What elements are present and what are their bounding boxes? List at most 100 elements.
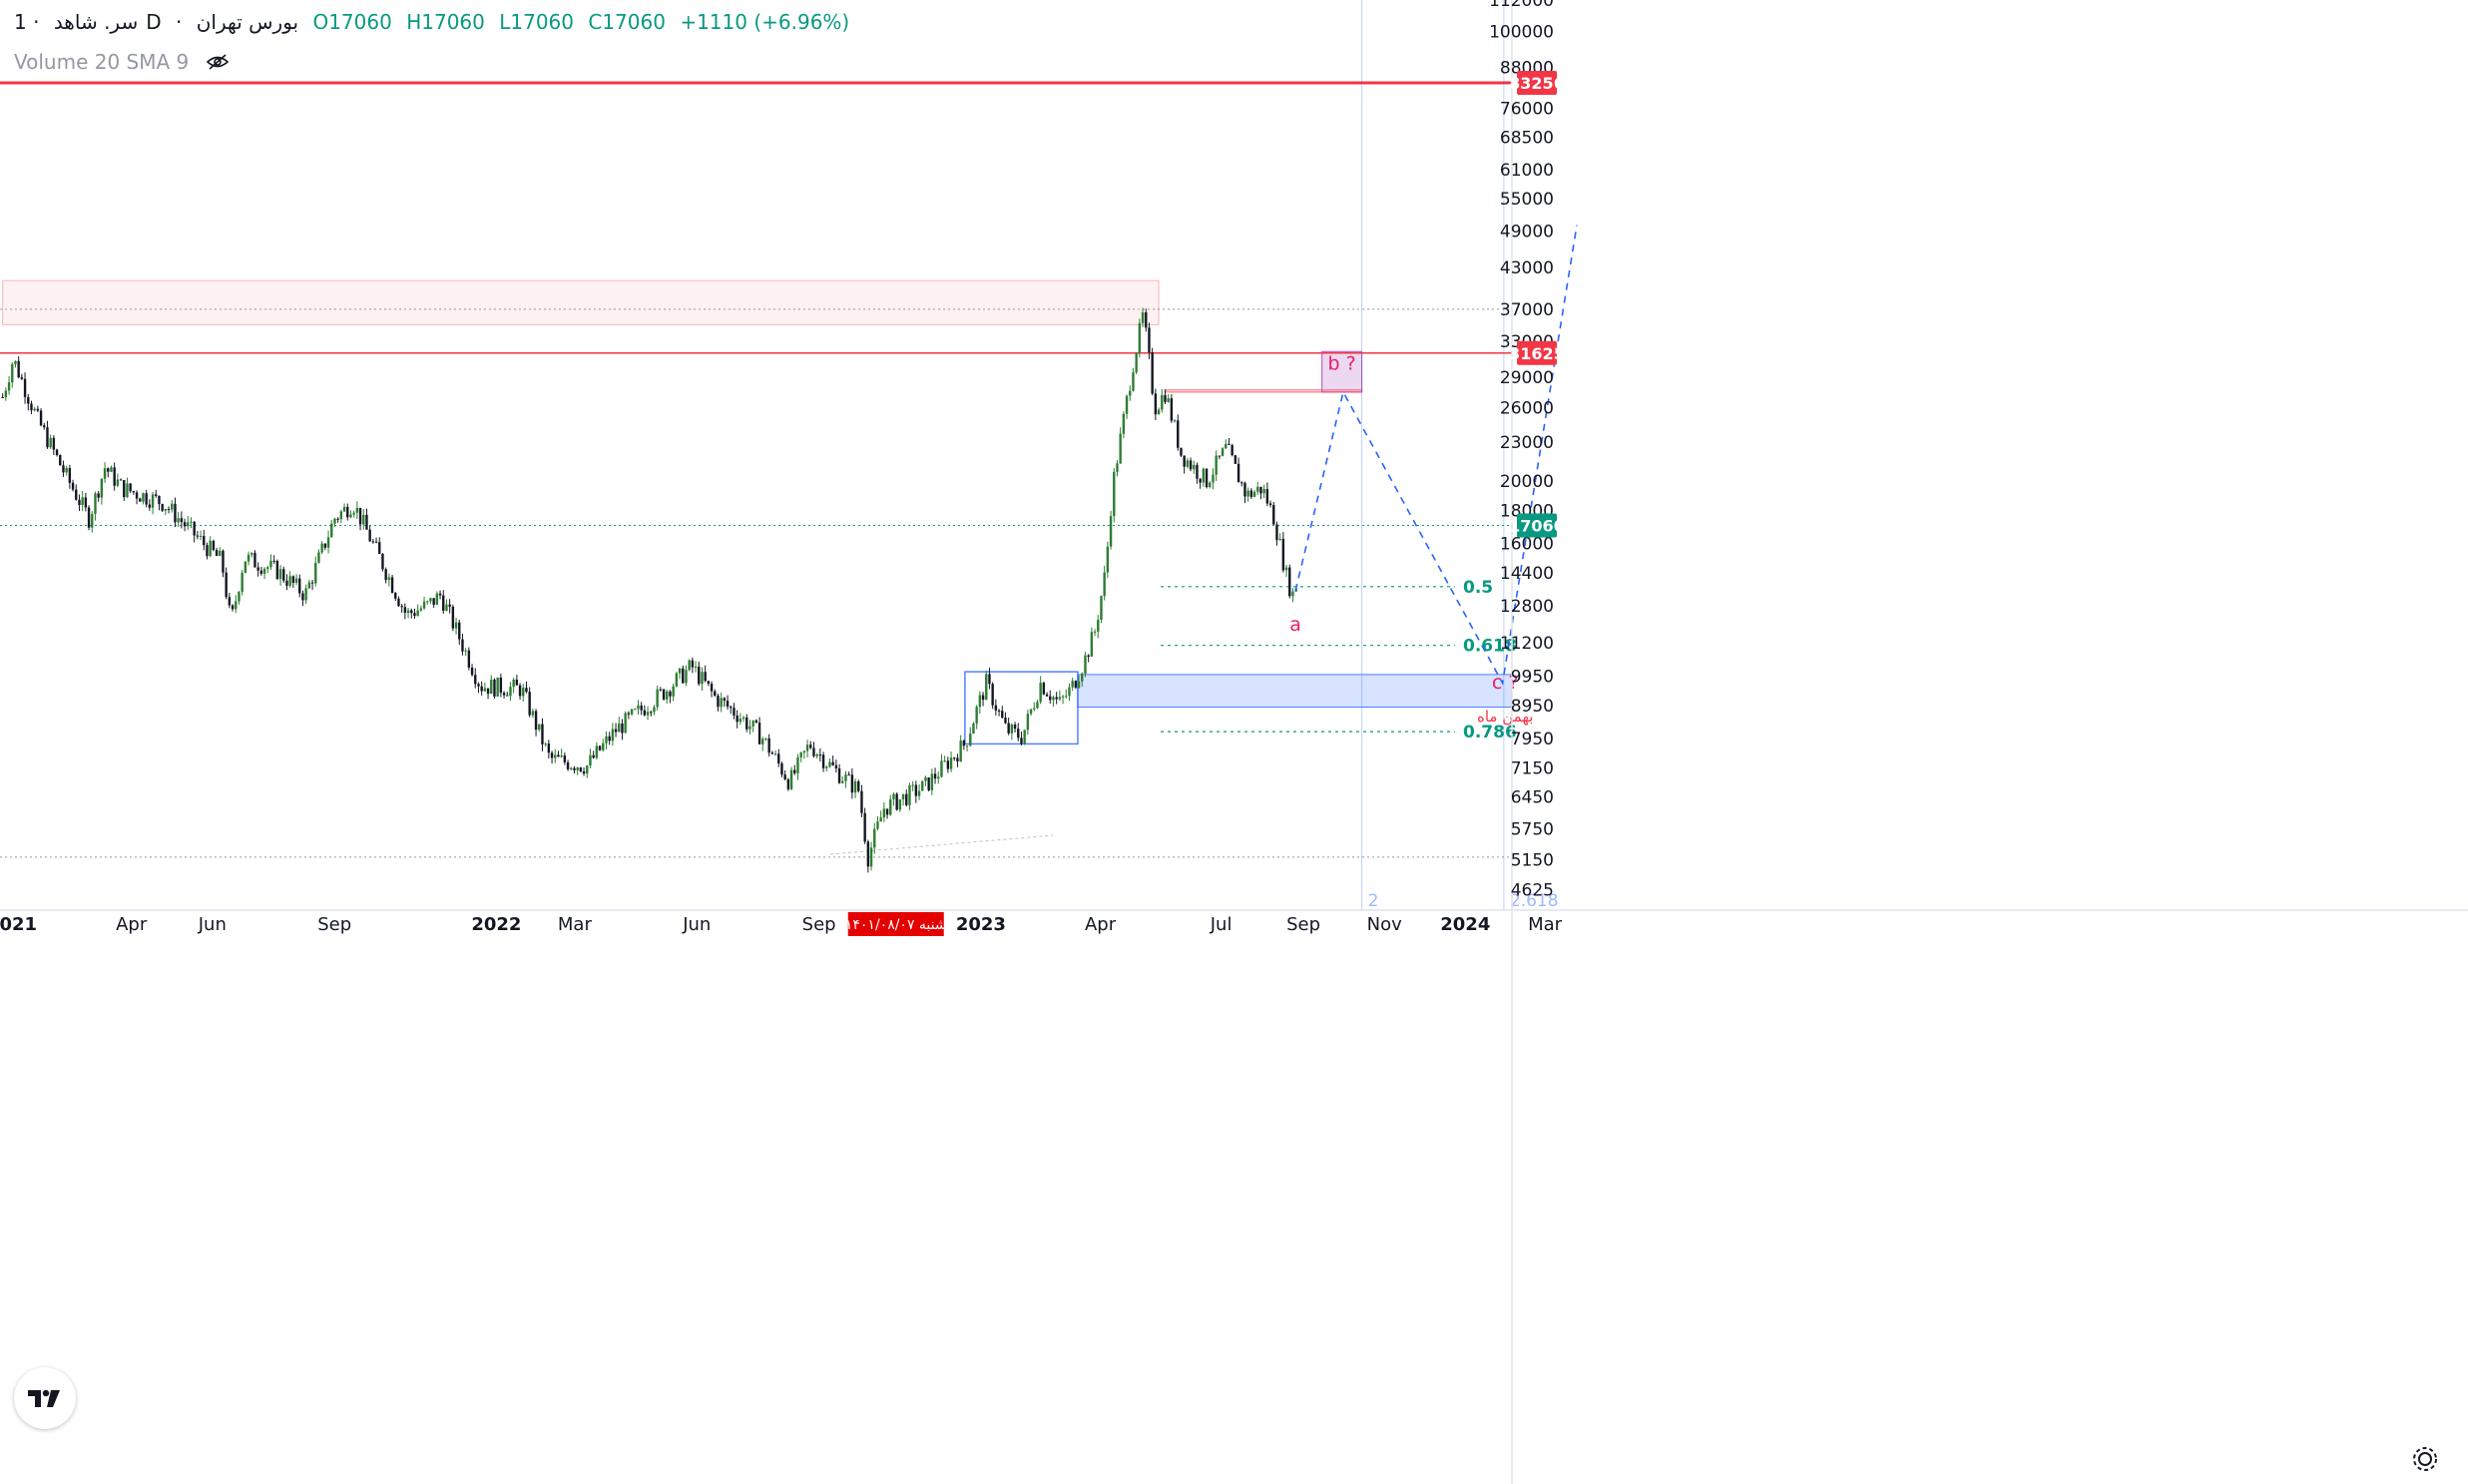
exchange: بورس تهران — [196, 10, 299, 34]
candle-body — [371, 541, 375, 543]
candle-body — [317, 552, 320, 563]
candle-body — [177, 518, 180, 523]
candle-body — [812, 747, 815, 756]
candle-body — [346, 506, 349, 518]
candle-body — [783, 774, 786, 779]
candle-body — [342, 506, 346, 512]
candle-body — [997, 710, 1001, 712]
trend-line[interactable] — [829, 834, 1054, 855]
candle-body — [962, 741, 966, 746]
candle-body — [831, 761, 834, 765]
candle-body — [384, 569, 387, 581]
candle-body — [825, 766, 828, 768]
candle-body — [745, 717, 748, 730]
candle-body — [285, 580, 288, 586]
candle-body — [1154, 393, 1158, 415]
candle-body — [1202, 468, 1206, 483]
candle-body — [576, 767, 579, 770]
candle-body — [579, 767, 583, 771]
symbol-name[interactable]: سر. شاهد — [53, 10, 139, 34]
candle-body — [560, 755, 563, 757]
candle-body — [946, 760, 950, 769]
candle-body — [438, 593, 442, 596]
candle-body — [445, 604, 448, 611]
candle-body — [844, 774, 847, 781]
candle-body — [1055, 697, 1058, 700]
price-tick-label: 11200 — [1500, 634, 1554, 654]
candle-body — [988, 674, 991, 685]
zone-level[interactable] — [1165, 389, 1363, 393]
candle-body — [1268, 503, 1272, 506]
candle-body — [365, 514, 368, 530]
candle-body — [426, 601, 429, 603]
candle-body — [669, 691, 672, 697]
settings-gear-icon[interactable] — [2408, 1442, 2442, 1476]
candle-body — [87, 507, 91, 528]
candle-body — [46, 427, 49, 448]
candle-body — [97, 493, 100, 498]
candle-body — [1097, 620, 1100, 632]
fib-level-label: 0.5 — [1463, 578, 1493, 598]
date-label-box — [847, 912, 944, 936]
candle-body — [694, 666, 698, 668]
candle-body — [547, 743, 551, 753]
candle-body — [509, 687, 512, 697]
time-tick-label: Apr — [116, 914, 148, 935]
price-tick-label: 9950 — [1511, 667, 1554, 687]
price-tick-label: 6450 — [1511, 788, 1554, 808]
candle-body — [1036, 702, 1039, 709]
candle-body — [650, 712, 653, 714]
zone-demand[interactable] — [1077, 674, 1513, 708]
candle-body — [1106, 546, 1110, 573]
candle-body — [250, 553, 253, 555]
candle-body — [1249, 490, 1253, 497]
fib-time-label: 2 — [1368, 891, 1379, 911]
volume-indicator-legend[interactable]: Volume 20 SMA 9 — [14, 50, 230, 76]
price-tick-label: 61000 — [1500, 161, 1554, 181]
candle-body — [1196, 464, 1199, 479]
price-label-text: 17060 — [1509, 516, 1565, 535]
candle-body — [145, 493, 148, 505]
candle-body — [49, 437, 52, 448]
candle-body — [68, 468, 72, 483]
candle-body — [1013, 725, 1017, 730]
candle-body — [374, 541, 378, 543]
candle-body — [307, 582, 311, 589]
annotation-label: بهمن ماه — [1477, 708, 1533, 726]
candle-body — [215, 550, 219, 557]
candle-body — [582, 770, 586, 774]
candle-body — [36, 408, 40, 411]
candle-body — [1074, 681, 1078, 689]
price-label-box — [1517, 340, 1557, 365]
tradingview-logo-icon[interactable] — [14, 1367, 76, 1429]
candle-body — [43, 425, 46, 428]
candle-body — [65, 468, 68, 473]
candle-body — [531, 711, 535, 716]
candle-body — [895, 793, 898, 810]
candle-body — [123, 480, 126, 498]
candle-body — [1077, 681, 1081, 689]
eye-hidden-icon[interactable] — [206, 52, 230, 76]
zone-supply[interactable] — [2, 279, 1160, 325]
price-tick-label: 20000 — [1500, 472, 1554, 492]
symbol-legend: سر. شاهد · 1D · بورس تهران O17060 H17060… — [14, 10, 850, 34]
candle-body — [458, 622, 461, 640]
candle-body — [262, 568, 266, 574]
candle-body — [733, 708, 736, 716]
candle-body — [793, 769, 796, 773]
candle-body — [103, 468, 107, 479]
candle-body — [362, 514, 365, 525]
candle-body — [726, 701, 730, 708]
price-tick-label: 43000 — [1500, 258, 1554, 278]
candle-body — [1023, 730, 1026, 744]
candle-body — [1221, 448, 1225, 456]
candle-body — [490, 679, 493, 695]
candle-body — [1180, 447, 1183, 456]
candle-body — [314, 562, 317, 584]
projection-path[interactable] — [1294, 225, 1578, 686]
price-tick-label: 112000 — [1489, 0, 1554, 11]
price-label-box — [1517, 513, 1557, 538]
interval[interactable]: 1D — [14, 10, 162, 34]
